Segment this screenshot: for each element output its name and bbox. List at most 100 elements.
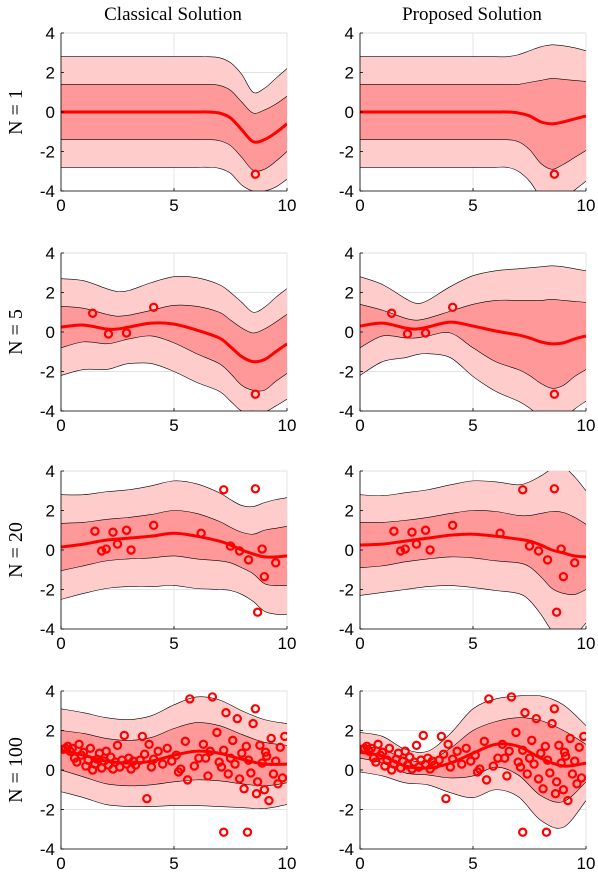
band-edge-line [61, 304, 287, 334]
observation-point [531, 713, 541, 724]
band-edge-line [360, 353, 586, 411]
observation-point [529, 759, 539, 769]
y-tick-label: 4 [345, 244, 354, 263]
observation-point [438, 749, 449, 759]
inner-confidence-band [61, 305, 287, 392]
observation-point [268, 769, 279, 779]
observation-point [148, 520, 159, 531]
x-tick-label: 10 [577, 854, 596, 873]
observation-point [457, 759, 467, 769]
mean-line [360, 320, 586, 346]
observation-point [219, 745, 229, 755]
y-tick-label: -4 [339, 402, 354, 421]
observation-point [259, 571, 270, 582]
observation-point [271, 756, 281, 766]
observation-point [144, 739, 154, 750]
row-label: N = 5 [5, 309, 27, 355]
y-tick-label: -2 [339, 581, 354, 600]
observation-point [407, 527, 417, 537]
band-edge-line [360, 139, 586, 170]
x-tick-label: 5 [468, 196, 477, 215]
outer-confidence-band [61, 276, 287, 411]
observation-point [137, 731, 148, 742]
y-tick-label: -2 [339, 143, 354, 162]
band-edge-line [61, 791, 287, 809]
observation-point [405, 752, 415, 762]
observation-point [533, 546, 544, 556]
plot-content [360, 692, 586, 837]
observation-point [200, 753, 211, 763]
observation-point [260, 747, 271, 757]
observation-point [255, 740, 265, 751]
band-edge-line [360, 265, 586, 304]
band-edge-line [61, 166, 287, 191]
observation-point [377, 747, 388, 757]
observation-point [497, 739, 508, 750]
observation-point [126, 545, 136, 555]
mean-line [61, 321, 287, 364]
band-edge-line [61, 769, 287, 787]
observation-point [83, 755, 93, 765]
observation-point [101, 746, 111, 756]
observation-point [389, 526, 399, 536]
observation-point [542, 555, 553, 565]
x-tick-label: 0 [355, 196, 364, 215]
observation-point [554, 740, 564, 751]
observation-point [264, 795, 274, 806]
observation-point [119, 730, 129, 741]
x-tick-label: 10 [577, 416, 596, 435]
y-tick-label: 2 [46, 502, 55, 521]
observation-point [549, 169, 560, 179]
mean-line [61, 531, 287, 559]
observation-point [549, 389, 560, 399]
observation-point [243, 755, 254, 765]
y-tick-label: -2 [40, 363, 55, 382]
observation-point [522, 769, 532, 779]
observation-point [382, 755, 392, 765]
inner-confidence-band [61, 510, 287, 586]
observation-point [400, 746, 410, 756]
observation-point [461, 743, 471, 753]
y-tick-label: 2 [345, 284, 354, 303]
observation-point [280, 731, 287, 742]
observation-point [443, 739, 453, 750]
y-tick-label: 2 [345, 502, 354, 521]
band-edge-line [61, 722, 287, 746]
observation-point [536, 748, 546, 758]
observation-point [576, 773, 586, 783]
band-edge-line [360, 78, 586, 85]
x-tick-label: 0 [355, 416, 364, 435]
observation-point [241, 741, 252, 752]
column-title-proposed: Proposed Solution [402, 4, 542, 25]
panel: 0 5 10 4 2 0 -2 -4 [339, 682, 596, 873]
observation-point [148, 302, 159, 313]
observation-point [515, 762, 526, 772]
observation-point [411, 740, 422, 751]
observation-point [559, 747, 570, 757]
plot-content [360, 471, 586, 629]
mean-line [360, 110, 586, 126]
y-tick-label: 2 [345, 722, 354, 741]
y-tick-label: 4 [46, 244, 55, 263]
band-edge-line [61, 362, 287, 411]
band-edge-line [360, 510, 586, 525]
y-tick-label: 4 [345, 24, 354, 43]
x-tick-label: 5 [468, 854, 477, 873]
observation-point [570, 756, 580, 766]
band-edge-line [360, 556, 586, 596]
panel: 0 5 10 4 2 0 -2 -4 [339, 244, 596, 435]
y-tick-label: 4 [345, 682, 354, 701]
observation-point [74, 739, 84, 750]
y-tick-label: 4 [46, 24, 55, 43]
column-title-classical: Classical Solution [104, 4, 242, 25]
observation-point [579, 731, 586, 742]
observation-point [441, 793, 451, 804]
x-tick-label: 10 [278, 854, 297, 873]
observation-point [185, 694, 195, 704]
y-tick-label: 0 [46, 103, 55, 122]
plot-content [360, 44, 586, 191]
band-edge-line [360, 166, 586, 191]
observation-point [445, 762, 456, 772]
mean-line [61, 110, 287, 144]
